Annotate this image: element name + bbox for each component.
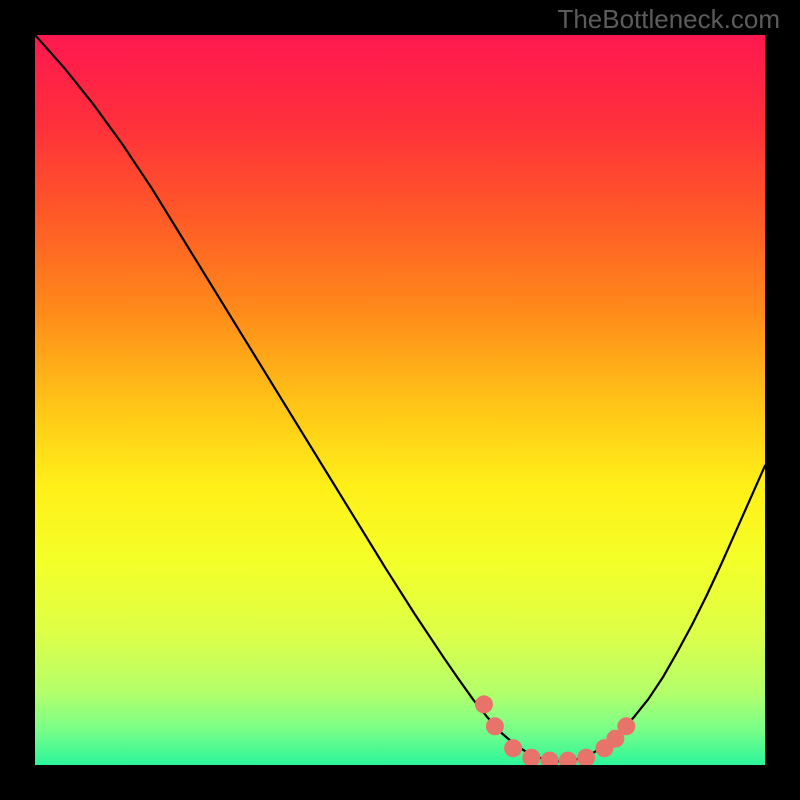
- curve-layer: [35, 35, 765, 765]
- plot-area: [35, 35, 765, 765]
- watermark-text: TheBottleneck.com: [557, 4, 780, 35]
